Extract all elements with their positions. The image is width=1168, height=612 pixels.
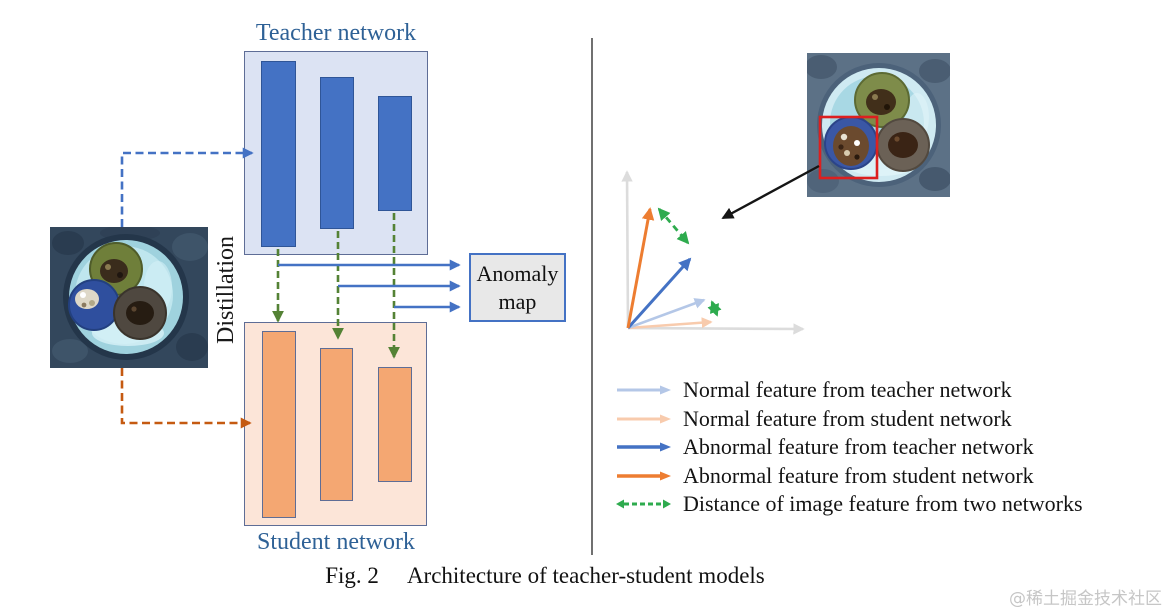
legend-item-abnormal-teacher: Abnormal feature from teacher network xyxy=(615,434,1034,459)
x-axis xyxy=(627,323,805,335)
legend-arrow-icon xyxy=(617,385,671,395)
input-to-student-dashed-arrow xyxy=(120,368,252,429)
anomaly-map-label-line2: map xyxy=(498,288,537,314)
legend-arrow-icon xyxy=(617,442,671,452)
anomaly-map-box: Anomaly map xyxy=(469,253,566,322)
legend-item-abnormal-student: Abnormal feature from student network xyxy=(615,463,1034,488)
defect-highlight-box xyxy=(818,115,879,180)
figure-caption: Fig. 2 Architecture of teacher-student mo… xyxy=(0,563,1090,589)
photo-to-vectors-arrow xyxy=(721,164,820,220)
student-feature-bar-2 xyxy=(320,348,353,501)
cable-cross-section-photo xyxy=(50,227,208,368)
y-axis xyxy=(621,170,633,329)
legend-arrow-icon xyxy=(617,471,671,481)
student-network-title: Student network xyxy=(257,529,415,555)
distillation-label: Distillation xyxy=(213,236,239,344)
watermark-text: @稀土掘金技术社区 xyxy=(1009,589,1162,609)
legend-item-distance: Distance of image feature from two netwo… xyxy=(615,491,1083,516)
caption-fig-number: Fig. 2 xyxy=(325,563,379,588)
legend-label: Normal feature from teacher network xyxy=(683,377,1012,402)
teacher-network-title: Teacher network xyxy=(255,20,417,46)
legend-label: Normal feature from student network xyxy=(683,406,1012,431)
teacher-feature-bar-2 xyxy=(320,77,354,229)
normal-student-feature-vector xyxy=(627,317,713,330)
student-feature-bar-3 xyxy=(378,367,412,482)
abnormal-teacher-feature-vector xyxy=(626,257,692,330)
legend-item-normal-student: Normal feature from student network xyxy=(615,406,1012,431)
caption-text: Architecture of teacher-student models xyxy=(406,563,765,588)
teacher-feature-bar-1 xyxy=(261,61,296,247)
legend-label: Abnormal feature from student network xyxy=(683,463,1034,488)
legend-arrow-icon xyxy=(617,414,671,424)
legend-double-arrow-icon xyxy=(616,499,671,509)
legend-item-normal-teacher: Normal feature from teacher network xyxy=(615,377,1012,402)
student-feature-bar-1 xyxy=(262,331,296,518)
legend-label: Distance of image feature from two netwo… xyxy=(683,491,1083,516)
teacher-feature-bar-3 xyxy=(378,96,412,211)
legend-label: Abnormal feature from teacher network xyxy=(683,434,1034,459)
cable-cross-section-anomaly-photo xyxy=(807,53,950,197)
abnormal-student-feature-vector xyxy=(626,207,655,329)
abnormal-distance-dashed-line xyxy=(657,207,690,245)
input-to-teacher-dashed-arrow xyxy=(120,147,254,227)
normal-distance-dashed-line xyxy=(707,300,722,317)
anomaly-map-label-line1: Anomaly xyxy=(476,261,559,286)
normal-teacher-feature-vector xyxy=(627,298,706,330)
